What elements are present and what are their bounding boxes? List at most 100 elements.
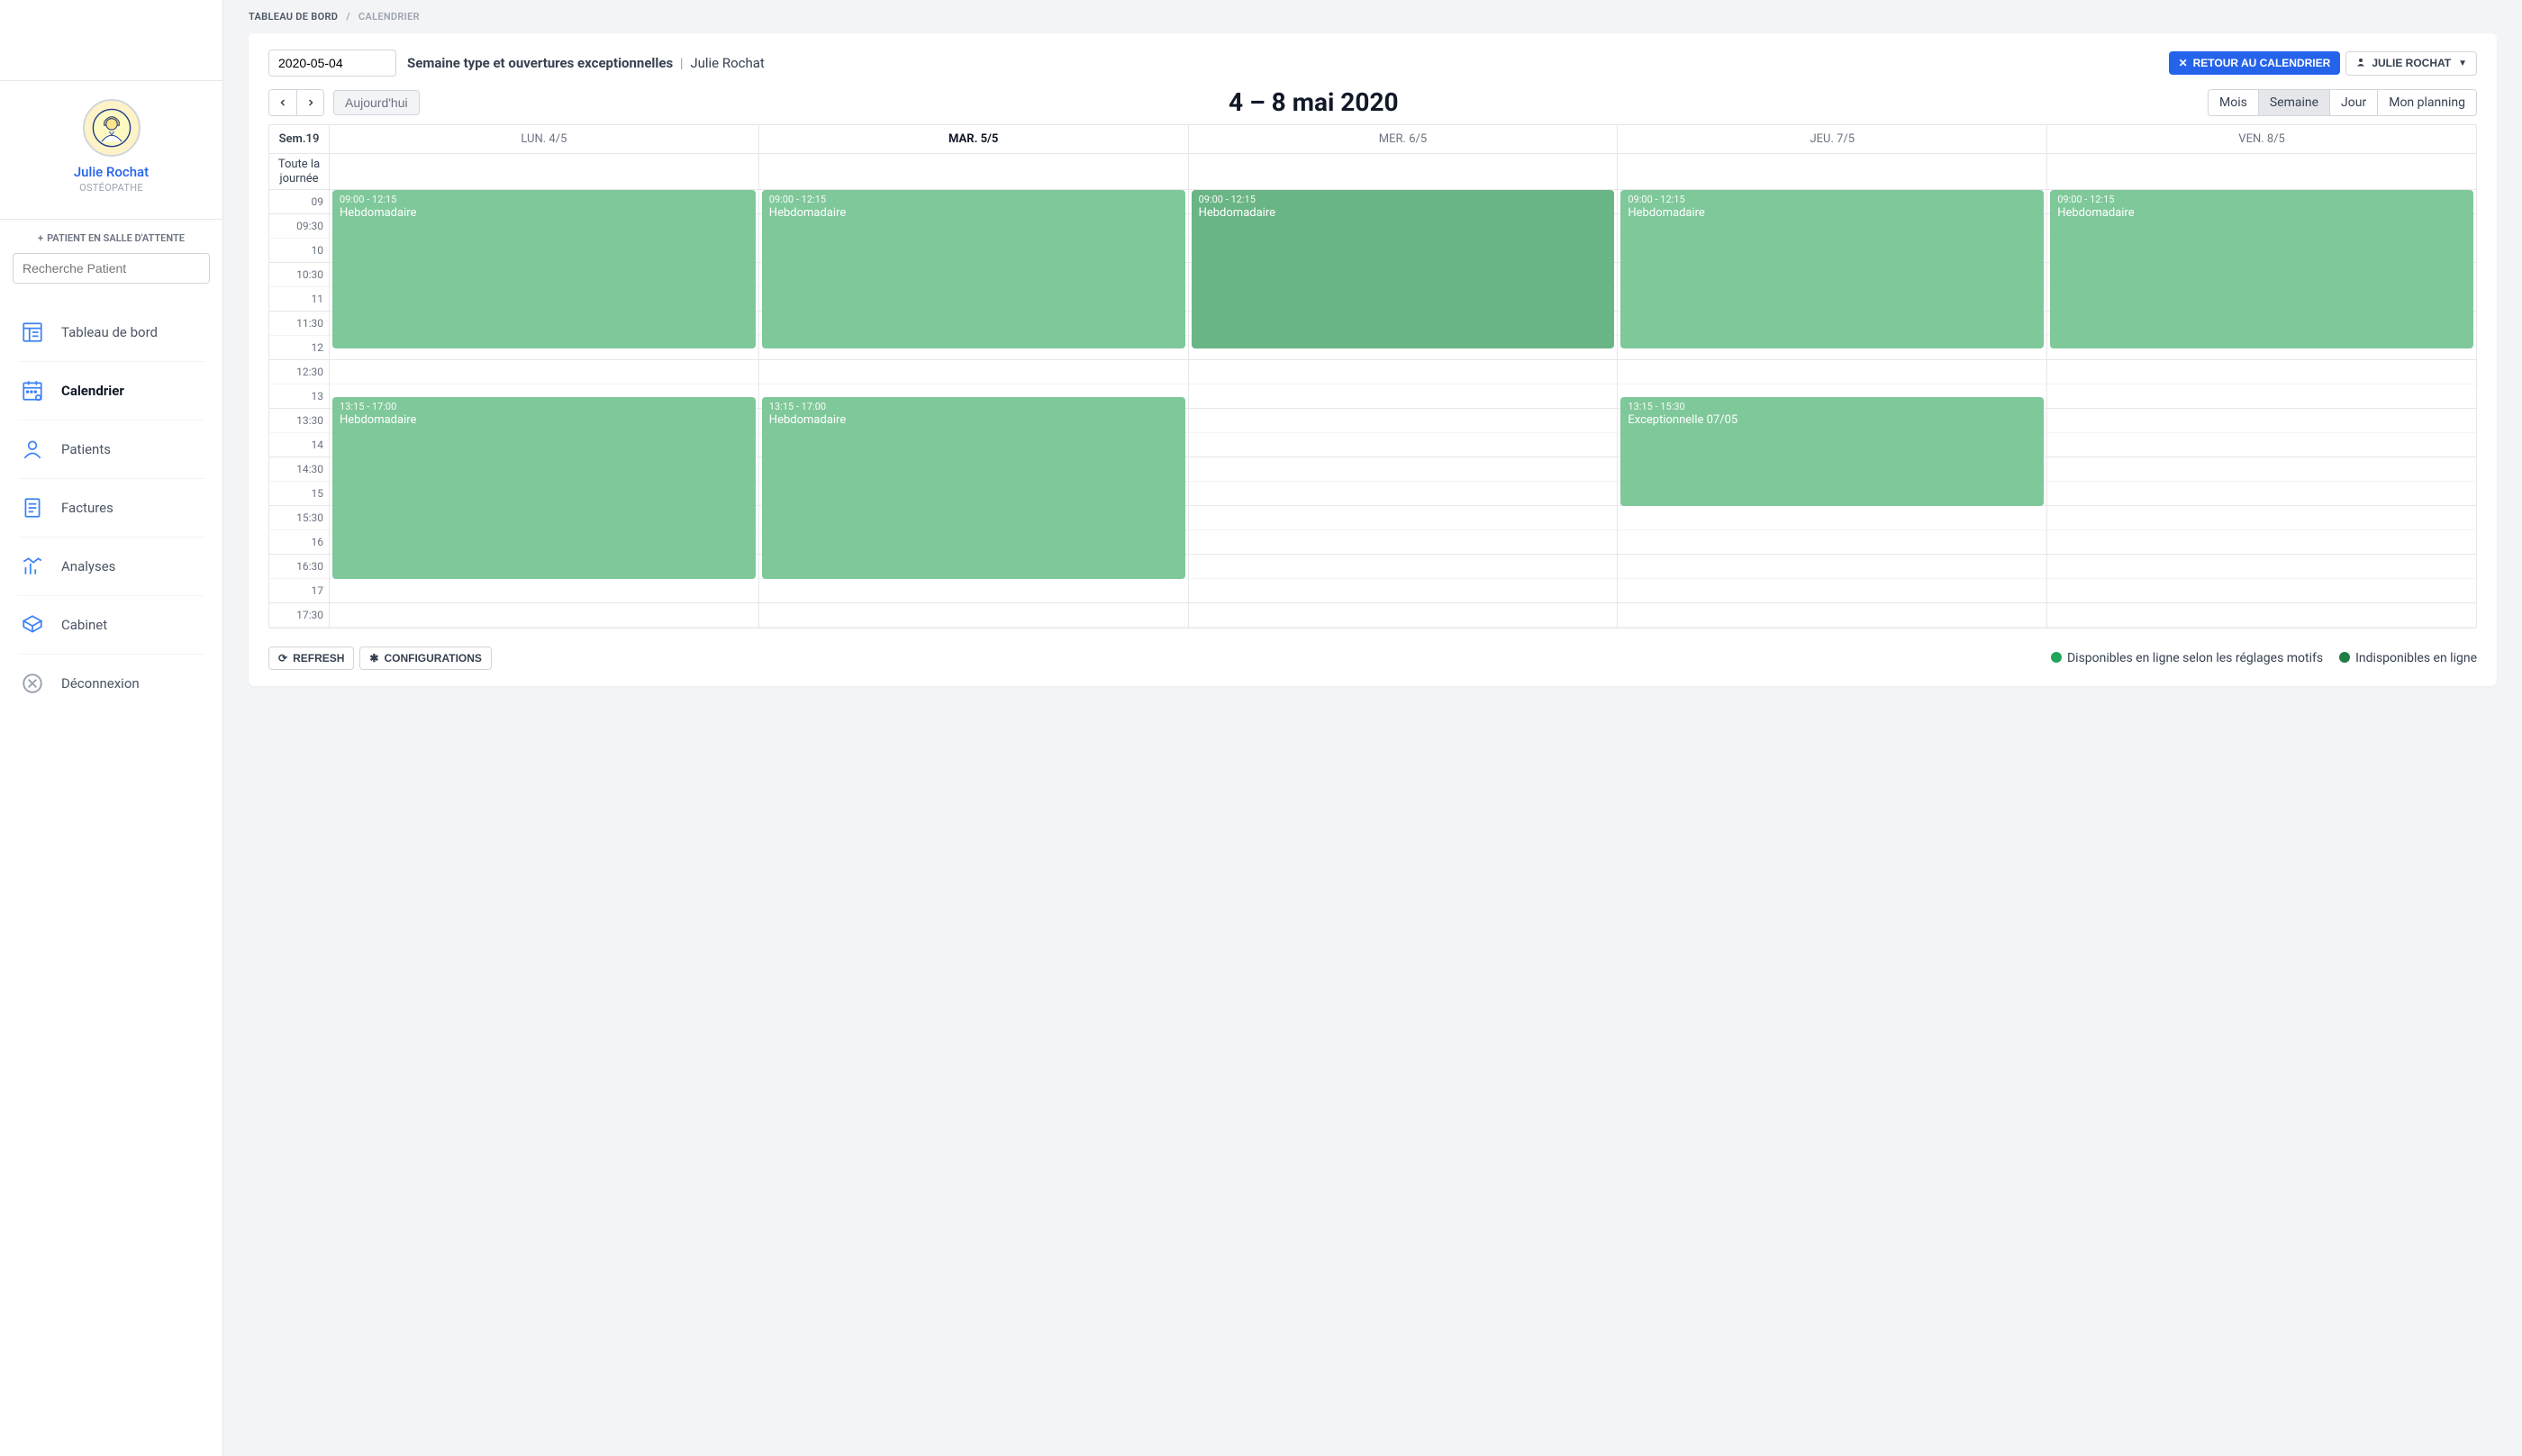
calendar-slot[interactable]: [1618, 360, 2046, 384]
calendar-slot[interactable]: [1189, 360, 1618, 384]
calendar-event[interactable]: 13:15 - 15:30Exceptionnelle 07/05: [1620, 397, 2044, 507]
search-input[interactable]: [13, 253, 210, 284]
event-title: Hebdomadaire: [1628, 206, 2037, 220]
allday-cell[interactable]: [1188, 154, 1618, 190]
calendar-slot[interactable]: [1189, 603, 1618, 628]
calendar-slot[interactable]: [2047, 482, 2476, 506]
calendar-event[interactable]: 09:00 - 12:15Hebdomadaire: [332, 190, 756, 348]
calendar-event[interactable]: 13:15 - 17:00Hebdomadaire: [332, 397, 756, 580]
calendar-event[interactable]: 09:00 - 12:15Hebdomadaire: [1620, 190, 2044, 348]
legend-label: Disponibles en ligne selon les réglages …: [2067, 651, 2323, 665]
day-col-3[interactable]: 09:00 - 12:15Hebdomadaire 13:15 - 15:30Ex…: [1617, 190, 2046, 628]
calendar-event[interactable]: 09:00 - 12:15Hebdomadaire: [1192, 190, 1615, 348]
time-slot: 11:30: [269, 312, 329, 336]
calendar-slot[interactable]: [330, 603, 758, 628]
view-tab-week[interactable]: Semaine: [2258, 90, 2329, 115]
allday-cell[interactable]: [1617, 154, 2046, 190]
refresh-button[interactable]: ⟳ REFRESH: [268, 647, 354, 670]
nav-item-cabinet[interactable]: Cabinet: [0, 596, 222, 654]
chevron-right-icon: [305, 97, 316, 108]
topbar-right: ✕ RETOUR AU CALENDRIER JULIE ROCHAT ▼: [2169, 51, 2477, 76]
calendar-event[interactable]: 13:15 - 17:00Hebdomadaire: [762, 397, 1185, 580]
calendar-slot[interactable]: [1618, 579, 2046, 603]
calendar-slot[interactable]: [2047, 384, 2476, 409]
nav-item-invoices[interactable]: Factures: [0, 479, 222, 537]
calendar-slot[interactable]: [1189, 506, 1618, 530]
calendar-slot[interactable]: [1189, 530, 1618, 555]
calendar-slot[interactable]: [1618, 603, 2046, 628]
calendar-slot[interactable]: [330, 360, 758, 384]
calendar-slot[interactable]: [2047, 555, 2476, 579]
next-button[interactable]: [296, 90, 323, 115]
calendar-slot[interactable]: [759, 579, 1188, 603]
day-header[interactable]: MAR. 5/5: [758, 125, 1188, 154]
breadcrumb-sep: /: [346, 11, 349, 23]
view-tab-day[interactable]: Jour: [2329, 90, 2377, 115]
day-col-1[interactable]: 09:00 - 12:15Hebdomadaire 13:15 - 17:00He…: [758, 190, 1188, 628]
profile-block: Julie Rochat OSTÉOPATHE: [0, 81, 222, 220]
nav-label: Calendrier: [61, 383, 124, 399]
legend-item-unavailable: Indisponibles en ligne: [2339, 651, 2477, 665]
avatar[interactable]: [83, 99, 141, 157]
nav-item-logout[interactable]: Déconnexion: [0, 655, 222, 712]
day-col-0[interactable]: 09:00 - 12:15Hebdomadaire 13:15 - 17:00He…: [329, 190, 758, 628]
calendar-slot[interactable]: [2047, 530, 2476, 555]
calendar-slot[interactable]: [2047, 360, 2476, 384]
calendar-event[interactable]: 09:00 - 12:15Hebdomadaire: [2050, 190, 2473, 348]
user-dropdown-label: JULIE ROCHAT: [2372, 57, 2451, 69]
prev-button[interactable]: [269, 90, 296, 115]
time-slot: 17:30: [269, 603, 329, 628]
view-tab-myplan[interactable]: Mon planning: [2377, 90, 2476, 115]
calendar-slot[interactable]: [1189, 457, 1618, 482]
breadcrumb-first[interactable]: TABLEAU DE BORD: [249, 11, 338, 23]
day-header[interactable]: JEU. 7/5: [1617, 125, 2046, 154]
nav-item-dashboard[interactable]: Tableau de bord: [0, 303, 222, 361]
day-header[interactable]: MER. 6/5: [1188, 125, 1618, 154]
nav-item-patients[interactable]: Patients: [0, 421, 222, 478]
calendar-slot[interactable]: [1618, 506, 2046, 530]
today-button[interactable]: Aujourd'hui: [333, 90, 420, 115]
calendar-slot[interactable]: [1618, 530, 2046, 555]
calendar-slot[interactable]: [1189, 482, 1618, 506]
calendar-slot[interactable]: [2047, 409, 2476, 433]
analytics-icon: [20, 554, 45, 579]
calendar-slot[interactable]: [2047, 457, 2476, 482]
view-tab-month[interactable]: Mois: [2209, 90, 2258, 115]
calendar-event[interactable]: 09:00 - 12:15Hebdomadaire: [762, 190, 1185, 348]
calendar-slot[interactable]: [2047, 579, 2476, 603]
user-dropdown-button[interactable]: JULIE ROCHAT ▼: [2345, 51, 2477, 76]
day-header[interactable]: VEN. 8/5: [2046, 125, 2476, 154]
profile-name[interactable]: Julie Rochat: [0, 164, 222, 180]
day-header[interactable]: LUN. 4/5: [329, 125, 758, 154]
config-button[interactable]: ✱ CONFIGURATIONS: [359, 647, 492, 670]
week-label: Sem.19: [269, 125, 329, 154]
allday-cell[interactable]: [329, 154, 758, 190]
patients-icon: [20, 437, 45, 462]
calendar-slot[interactable]: [1189, 555, 1618, 579]
calendar-slot[interactable]: [2047, 603, 2476, 628]
chevron-down-icon: ▼: [2458, 59, 2467, 68]
calendar-slot[interactable]: [1189, 384, 1618, 409]
return-calendar-button[interactable]: ✕ RETOUR AU CALENDRIER: [2169, 51, 2341, 75]
time-slot: 16: [269, 530, 329, 555]
day-col-2[interactable]: 09:00 - 12:15Hebdomadaire: [1188, 190, 1618, 628]
event-title: Hebdomadaire: [1199, 206, 1608, 220]
calendar-slot[interactable]: [1189, 409, 1618, 433]
calendar-slot[interactable]: [2047, 506, 2476, 530]
calendar-slot[interactable]: [2047, 433, 2476, 457]
calendar-slot[interactable]: [759, 603, 1188, 628]
add-waiting-patient-button[interactable]: +PATIENT EN SALLE D'ATTENTE: [0, 220, 222, 253]
calendar-slot[interactable]: [1189, 433, 1618, 457]
calendar-slot[interactable]: [759, 360, 1188, 384]
day-col-4[interactable]: 09:00 - 12:15Hebdomadaire: [2046, 190, 2476, 628]
date-input[interactable]: [268, 50, 396, 77]
nav-item-calendar[interactable]: Calendrier: [0, 362, 222, 420]
waiting-label: PATIENT EN SALLE D'ATTENTE: [47, 232, 185, 244]
calendar-slot[interactable]: [1189, 579, 1618, 603]
calendar-slot[interactable]: [1618, 555, 2046, 579]
allday-cell[interactable]: [2046, 154, 2476, 190]
nav-item-analytics[interactable]: Analyses: [0, 538, 222, 595]
calendar-slot[interactable]: [330, 579, 758, 603]
allday-cell[interactable]: [758, 154, 1188, 190]
time-slot: 12:30: [269, 360, 329, 384]
